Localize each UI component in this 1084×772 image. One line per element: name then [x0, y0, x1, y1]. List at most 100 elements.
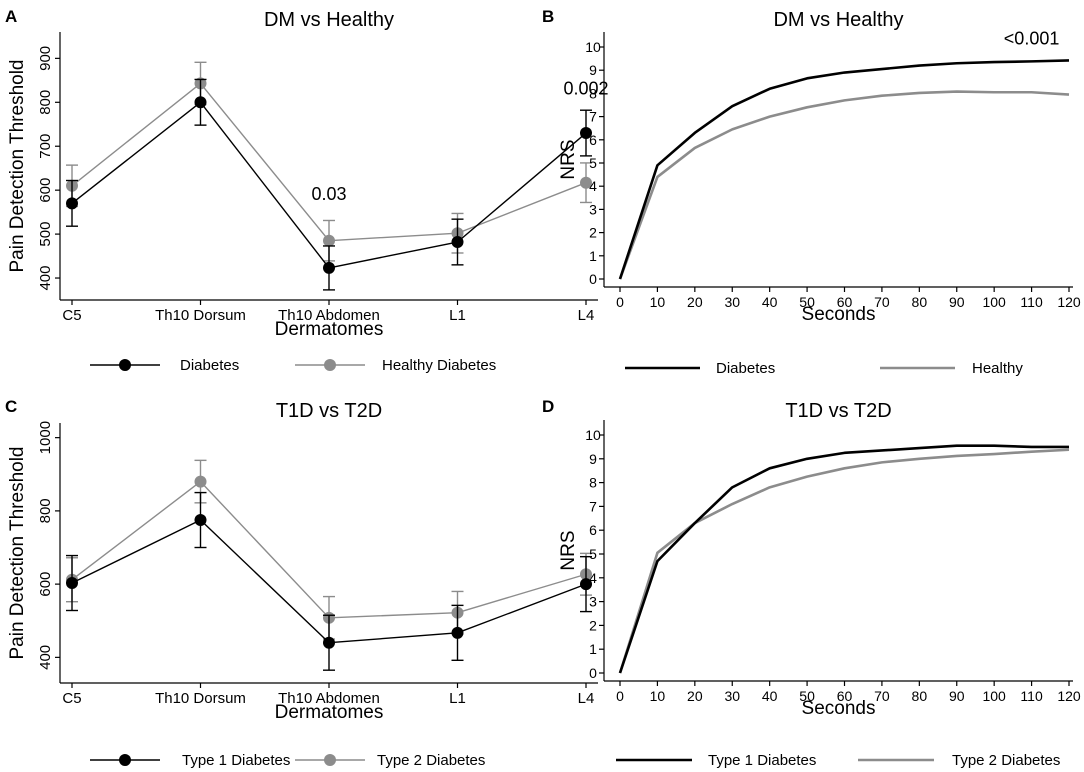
x-axis-label: Dermatomes	[275, 702, 384, 723]
y-tick-label: 500	[37, 222, 54, 247]
series-line	[618, 444, 1069, 674]
x-tick-label: 100	[982, 294, 1006, 310]
y-tick-label: 10	[585, 39, 601, 55]
data-point	[451, 626, 464, 639]
x-tick-label: 120	[1057, 294, 1081, 310]
x-tick-label: 50	[799, 294, 815, 310]
y-tick-label: 4	[589, 178, 597, 194]
legend-label: Healthy	[972, 360, 1023, 377]
panel-a: A DM vs Healthy 400 500 600 700 800 900 C5 Th10 D…	[5, 7, 609, 374]
x-tick-label: 90	[949, 688, 965, 704]
y-tick-label: 3	[589, 201, 597, 217]
panel-c: C T1D vs T2D 400 600 800 1000 C5 Th10 Dorsum Th1…	[5, 397, 598, 769]
data-point	[66, 197, 78, 210]
series-type-1-diabetes	[618, 444, 1069, 674]
y-tick-label: 5	[589, 546, 597, 562]
data-point	[323, 636, 335, 649]
series-healthy-diabetes	[66, 61, 592, 262]
panel-letter: C	[5, 397, 17, 416]
x-tick-label: L4	[578, 307, 595, 324]
p-value-annotation: <0.001	[1004, 29, 1060, 49]
x-tick-label: 30	[724, 688, 740, 704]
y-tick-label: 5	[589, 155, 597, 171]
y-tick-label: 9	[589, 62, 597, 78]
x-tick-label: 100	[982, 688, 1006, 704]
y-axis-label: Pain Detection Threshold	[7, 447, 28, 660]
x-tick-label: C5	[62, 307, 81, 324]
series-diabetes	[66, 78, 592, 291]
data-point	[194, 475, 207, 488]
data-point	[323, 234, 335, 247]
panel-letter: D	[542, 397, 554, 416]
y-tick-label: 0	[589, 665, 597, 681]
series-line	[71, 82, 587, 242]
chart-title: DM vs Healthy	[773, 9, 903, 31]
y-tick-label: 3	[589, 594, 597, 610]
series-type-1-diabetes	[66, 491, 592, 671]
data-point	[66, 577, 78, 590]
legend-label: Healthy Diabetes	[382, 357, 496, 374]
y-tick-label: 7	[589, 109, 597, 125]
legend-marker	[324, 359, 336, 371]
legend-marker	[119, 754, 131, 766]
series-diabetes	[618, 59, 1070, 280]
y-tick-label: 1	[589, 248, 597, 264]
y-axis-label: NRS	[558, 139, 579, 179]
data-point	[580, 176, 592, 189]
y-axis-label: Pain Detection Threshold	[7, 60, 28, 273]
y-tick-label: 8	[589, 85, 597, 101]
p-value-annotation: 0.03	[311, 184, 346, 204]
data-point	[580, 127, 592, 140]
legend-label: Diabetes	[180, 357, 239, 374]
series-healthy	[618, 90, 1070, 280]
series-line	[618, 448, 1070, 674]
y-axis-label: NRS	[558, 530, 579, 570]
series-type-2-diabetes	[618, 448, 1070, 674]
x-tick-label: 0	[616, 294, 624, 310]
y-tick-label: 600	[37, 178, 54, 203]
x-tick-label: 50	[799, 688, 815, 704]
panel-letter: A	[5, 7, 17, 26]
panel-letter: B	[542, 7, 554, 26]
x-tick-label: 20	[687, 294, 703, 310]
x-tick-label: 70	[874, 688, 890, 704]
y-tick-label: 6	[589, 522, 597, 538]
x-tick-label: 80	[912, 294, 928, 310]
y-tick-label: 900	[37, 46, 54, 71]
x-tick-label: 40	[762, 688, 778, 704]
x-tick-label: 10	[650, 688, 666, 704]
x-tick-label: Th10 Abdomen	[278, 690, 380, 707]
chart-title: T1D vs T2D	[276, 400, 382, 422]
y-tick-label: 400	[37, 645, 54, 670]
y-tick-label: 6	[589, 132, 597, 148]
x-axis-label: Seconds	[802, 304, 876, 325]
x-axis-label: Seconds	[802, 698, 876, 719]
series-line	[618, 59, 1070, 280]
x-tick-label: 40	[762, 294, 778, 310]
y-tick-label: 10	[585, 427, 601, 443]
x-tick-label: 70	[874, 294, 890, 310]
y-tick-label: 0	[589, 271, 597, 287]
x-tick-label: 120	[1057, 688, 1081, 704]
legend-marker	[324, 754, 336, 766]
legend: Diabetes Healthy	[625, 360, 1023, 377]
x-tick-label: L1	[449, 307, 466, 324]
y-tick-label: 8	[589, 475, 597, 491]
y-tick-label: 800	[37, 498, 54, 523]
y-tick-label: 1	[589, 641, 597, 657]
legend: Diabetes Healthy Diabetes	[90, 357, 496, 374]
y-tick-label: 9	[589, 451, 597, 467]
data-point	[451, 236, 464, 249]
chart-title: T1D vs T2D	[785, 400, 891, 422]
y-tick-label: 7	[589, 498, 597, 514]
series-line	[618, 90, 1070, 280]
y-tick-label: 400	[37, 266, 54, 291]
x-tick-label: 20	[687, 688, 703, 704]
chart-title: DM vs Healthy	[264, 9, 394, 31]
x-tick-label: 0	[616, 688, 624, 704]
y-tick-label: 1000	[37, 421, 54, 454]
x-axis-label: Dermatomes	[275, 319, 384, 340]
